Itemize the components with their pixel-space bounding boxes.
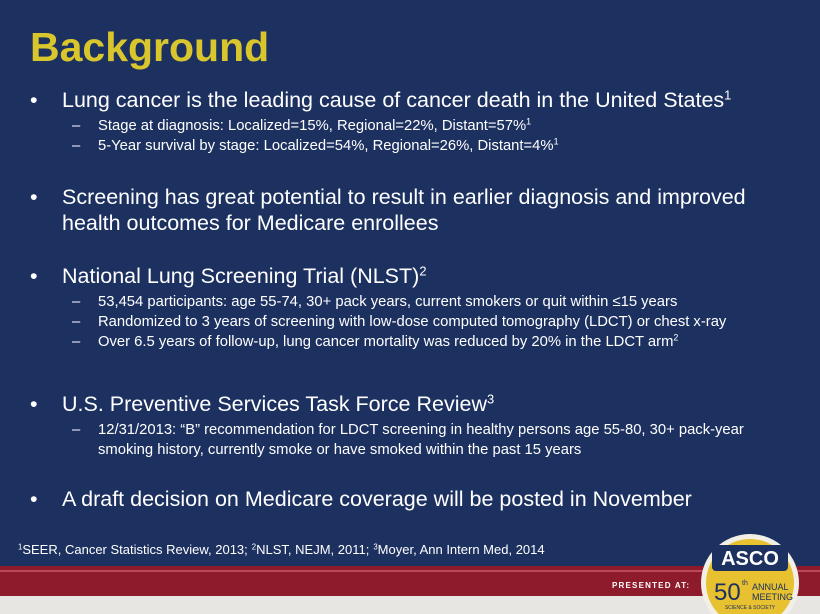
bullet-line: A draft decision on Medicare coverage wi… [62,486,782,512]
footnote: 3Moyer, Ann Intern Med, 2014 [373,542,544,557]
footnote: 2NLST, NEJM, 2011; [252,542,370,557]
bullet: National Lung Screening Trial (NLST)253,… [30,263,782,352]
bullet-line: Screening has great potential to result … [62,184,782,236]
bullet-text: National Lung Screening Trial (NLST) [62,264,420,288]
bullet-text: A draft decision on Medicare coverage wi… [62,487,692,511]
logo-number: 50 [714,579,741,606]
logo-line2: MEETING [752,592,793,602]
bullet-line: U.S. Preventive Services Task Force Revi… [62,391,782,417]
logo-tagline: SCIENCE & SOCIETY [725,605,776,611]
slide-title: Background [30,24,270,70]
logo-name: ASCO [721,548,779,570]
sub-bullet: 53,454 participants: age 55-74, 30+ pack… [72,292,778,312]
footnote-text: NLST, NEJM, 2011; [256,542,370,557]
footer-stripe [0,570,820,572]
asco-logo: ASCO 50 th ANNUAL MEETING SCIENCE & SOCI… [701,534,799,614]
bullet: Screening has great potential to result … [30,184,782,236]
bullet-line: Lung cancer is the leading cause of canc… [62,87,782,113]
logo-ordinal: th [742,580,748,587]
bullet: A draft decision on Medicare coverage wi… [30,486,782,512]
sub-bullet-text: 5-Year survival by stage: Localized=54%,… [98,138,554,154]
footnote-text: Moyer, Ann Intern Med, 2014 [377,542,545,557]
footnote-text: SEER, Cancer Statistics Review, 2013; [22,542,248,557]
sub-bullet-text: Stage at diagnosis: Localized=15%, Regio… [98,118,527,134]
superscript: 1 [724,87,732,103]
sub-bullet-text: 53,454 participants: age 55-74, 30+ pack… [98,294,678,310]
logo-box [712,545,788,571]
sub-bullet-text: Over 6.5 years of follow-up, lung cancer… [98,334,674,350]
sub-bullet: 12/31/2013: “B” recommendation for LDCT … [72,420,778,460]
sub-bullet: 5-Year survival by stage: Localized=54%,… [72,136,778,156]
bullet: Lung cancer is the leading cause of canc… [30,87,782,156]
footnote: 1SEER, Cancer Statistics Review, 2013; [18,542,248,557]
sub-bullet: Over 6.5 years of follow-up, lung cancer… [72,332,778,352]
bullet-text: U.S. Preventive Services Task Force Revi… [62,392,487,416]
superscript: 3 [486,391,495,407]
superscript: 2 [251,542,257,552]
sub-bullet: Randomized to 3 years of screening with … [72,312,778,332]
superscript: 1 [526,116,532,127]
sub-list: Stage at diagnosis: Localized=15%, Regio… [62,116,782,156]
presented-at: PRESENTED AT: [612,581,691,590]
superscript: 3 [373,542,378,552]
sub-bullet-text: Randomized to 3 years of screening with … [98,314,727,330]
sub-bullet-text: 12/31/2013: “B” recommendation for LDCT … [98,422,744,458]
superscript: 1 [553,136,559,147]
sub-list: 12/31/2013: “B” recommendation for LDCT … [62,420,782,460]
superscript: 2 [673,332,679,343]
footer-strip [0,596,820,614]
bullet-text: Screening has great potential to result … [62,185,746,235]
logo-line1: ANNUAL [752,582,789,592]
superscript: 2 [419,263,427,279]
bullet-line: National Lung Screening Trial (NLST)2 [62,263,782,289]
sub-list: 53,454 participants: age 55-74, 30+ pack… [62,292,782,352]
footnotes: 1SEER, Cancer Statistics Review, 2013; 2N… [18,542,549,557]
bullet: U.S. Preventive Services Task Force Revi… [30,391,782,460]
superscript: 1 [18,542,23,552]
bullet-text: Lung cancer is the leading cause of canc… [62,88,725,112]
sub-bullet: Stage at diagnosis: Localized=15%, Regio… [72,116,778,136]
